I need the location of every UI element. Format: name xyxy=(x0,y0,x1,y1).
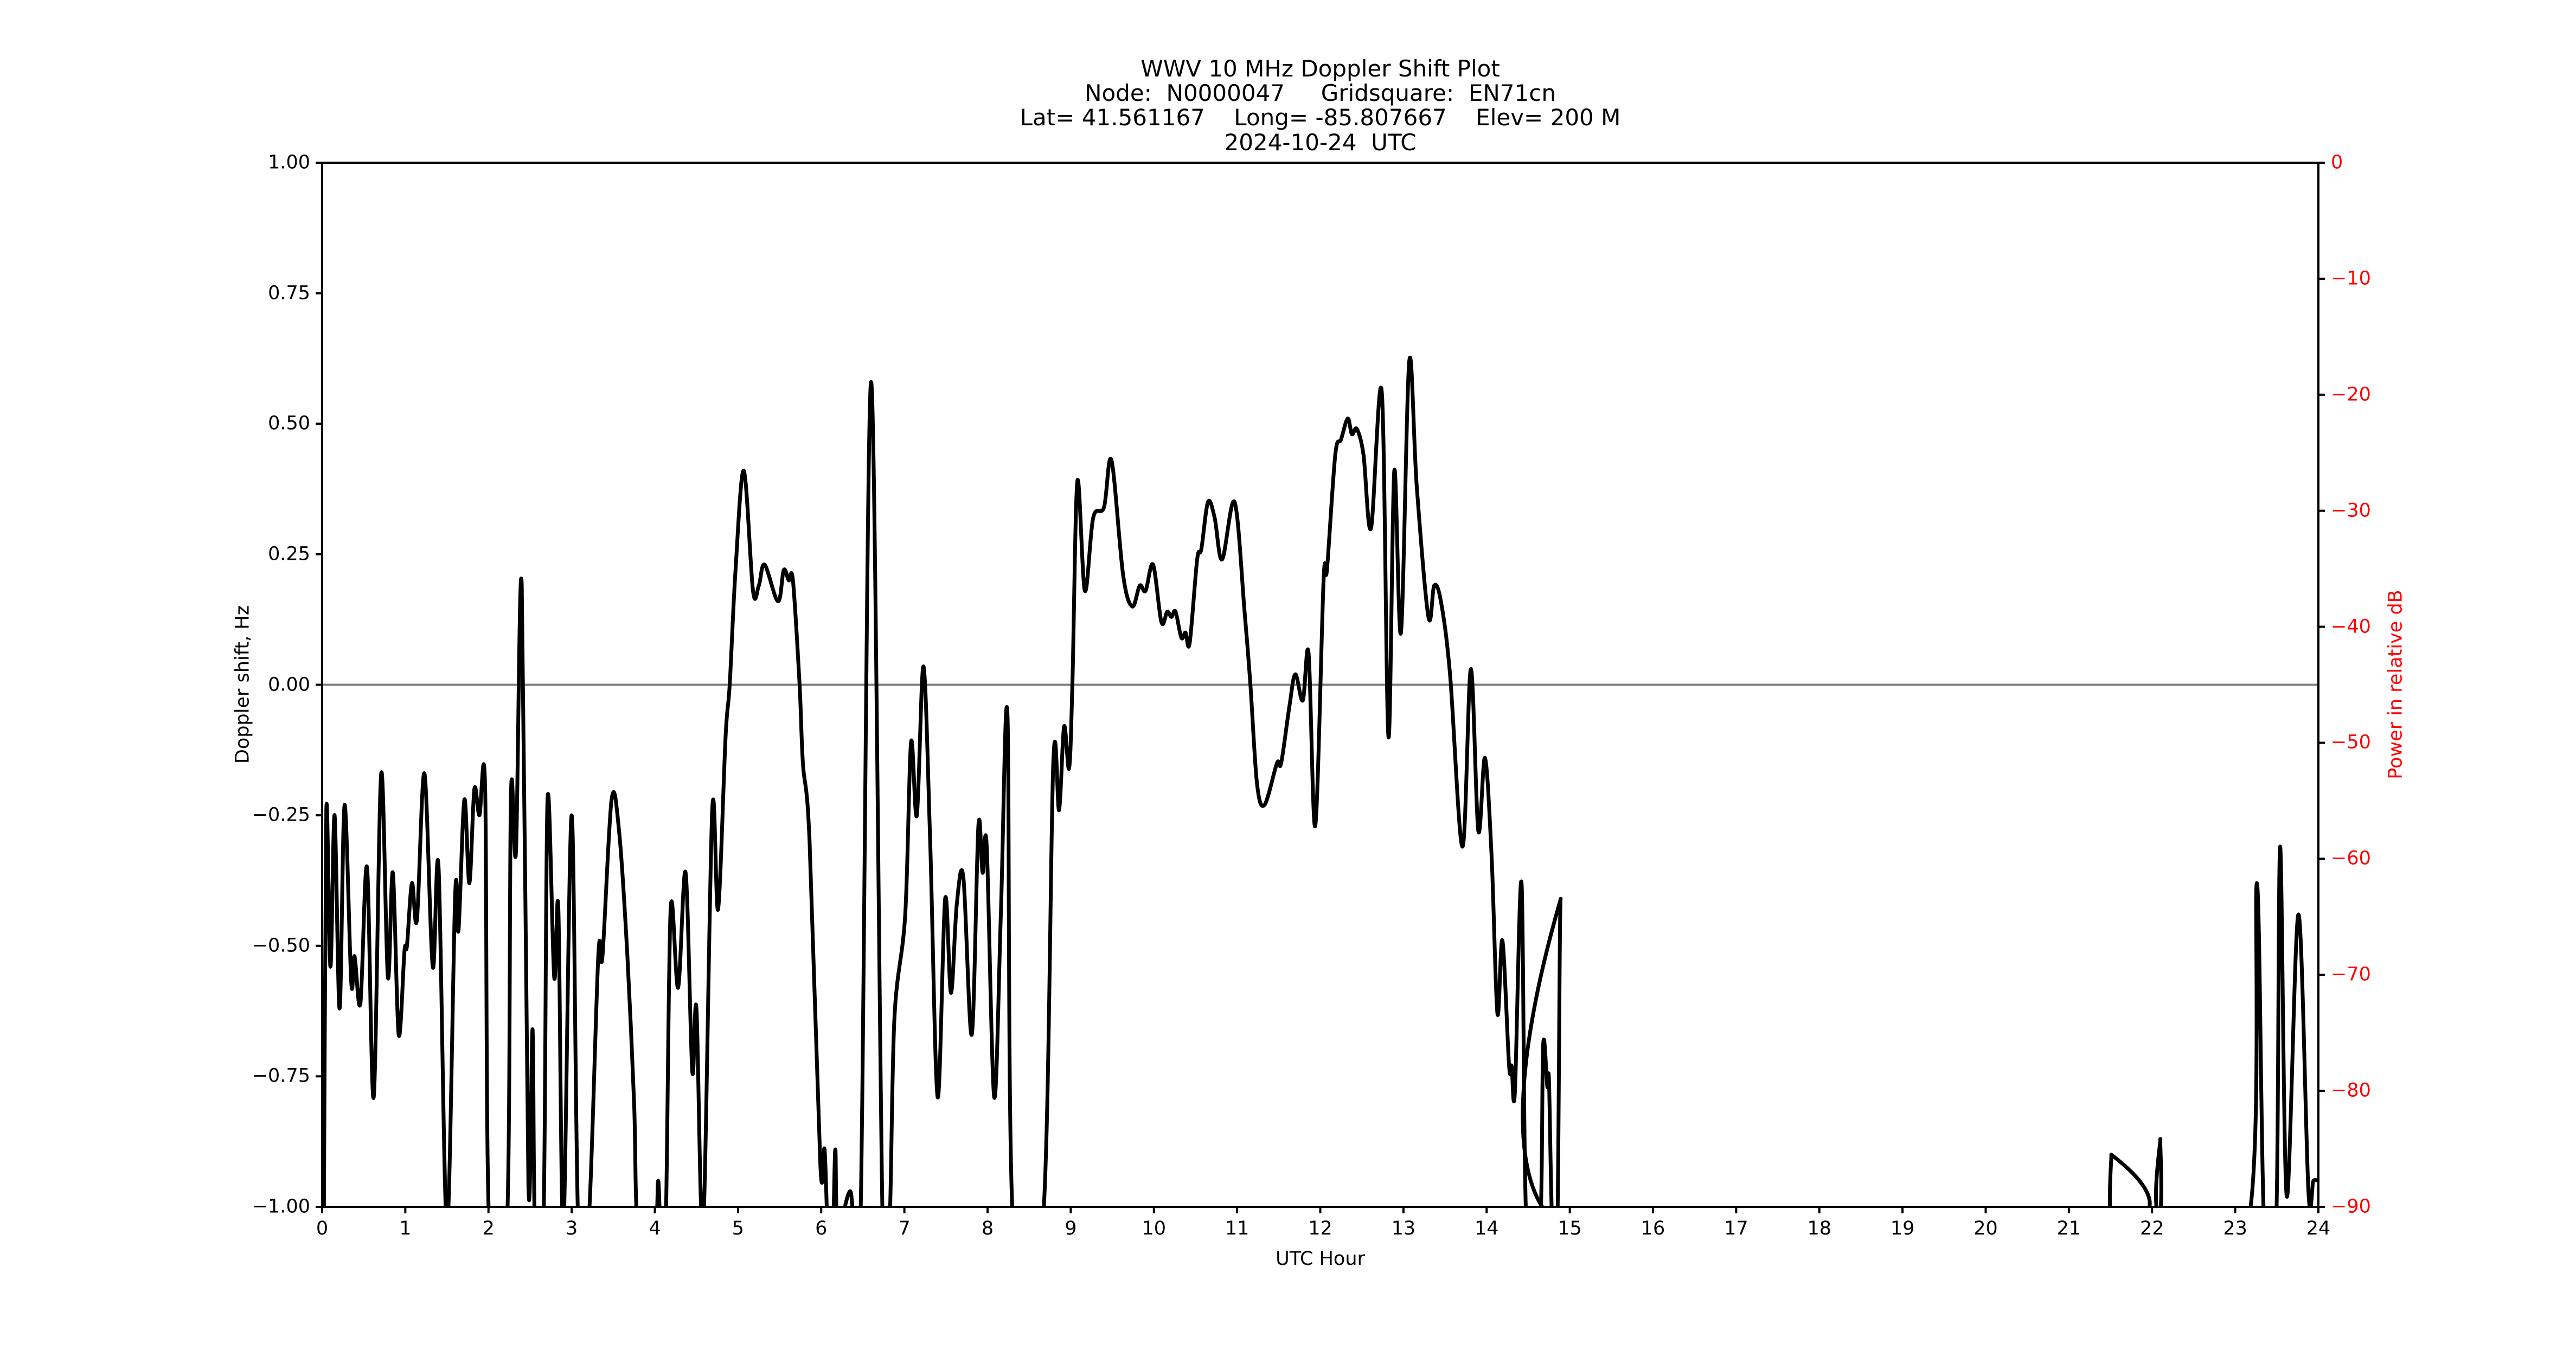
x-tick-label: 7 xyxy=(898,1218,911,1239)
right-y-tick-label: −80 xyxy=(2331,1079,2371,1102)
x-tick-label: 17 xyxy=(1724,1218,1748,1239)
chart-subtitle-date: 2024-10-24 UTC xyxy=(1224,129,1417,156)
x-tick-label: 2 xyxy=(482,1218,495,1239)
x-tick-label: 12 xyxy=(1308,1218,1332,1239)
right-y-tick-label: −60 xyxy=(2331,847,2371,869)
x-tick-label: 16 xyxy=(1641,1218,1665,1239)
plot-frame xyxy=(321,162,2319,1208)
x-tick-label: 5 xyxy=(732,1218,745,1239)
x-tick-label: 24 xyxy=(2306,1218,2331,1239)
right-y-tick-label: −30 xyxy=(2331,500,2371,522)
left-y-tick-label: −1.00 xyxy=(252,1195,310,1218)
right-y-tick-label: −40 xyxy=(2331,616,2371,638)
x-tick-label: 14 xyxy=(1474,1218,1499,1239)
left-y-tick-label: −0.25 xyxy=(252,804,310,826)
x-tick-label: 19 xyxy=(1890,1218,1915,1239)
x-tick-label: 22 xyxy=(2139,1218,2164,1239)
x-tick-label: 3 xyxy=(565,1218,578,1239)
right-y-tick-label: −90 xyxy=(2331,1195,2371,1218)
left-y-tick-label: 0.00 xyxy=(268,674,310,695)
right-y-tick-label: −50 xyxy=(2331,731,2371,753)
right-y-tick-label: −10 xyxy=(2331,267,2371,290)
x-tick-label: 4 xyxy=(649,1218,661,1239)
right-y-tick-label: −20 xyxy=(2331,383,2371,406)
x-tick-label: 20 xyxy=(1973,1218,1998,1239)
doppler-series-line xyxy=(322,355,2318,1207)
left-y-axis-label: Doppler shift, Hz xyxy=(232,605,254,764)
x-tick-label: 1 xyxy=(399,1218,412,1239)
right-y-axis-label: Power in relative dB xyxy=(2385,590,2407,779)
chart-title: WWV 10 MHz Doppler Shift Plot xyxy=(1140,55,1500,82)
x-tick-label: 0 xyxy=(316,1218,329,1239)
right-y-tick-label: 0 xyxy=(2331,151,2343,174)
x-tick-label: 9 xyxy=(1065,1218,1077,1239)
x-tick-label: 13 xyxy=(1391,1218,1416,1239)
x-axis-label: UTC Hour xyxy=(1276,1248,1365,1270)
x-tick-label: 10 xyxy=(1142,1218,1167,1239)
chart-subtitle-node: Node: N0000047 Gridsquare: EN71cn xyxy=(1085,80,1556,106)
x-tick-label: 18 xyxy=(1807,1218,1832,1239)
x-tick-label: 6 xyxy=(815,1218,828,1239)
left-y-tick-label: 1.00 xyxy=(268,151,310,174)
x-tick-label: 23 xyxy=(2223,1218,2247,1239)
left-y-tick-label: −0.75 xyxy=(252,1065,310,1087)
chart-subtitle-location: Lat= 41.561167 Long= -85.807667 Elev= 20… xyxy=(1020,104,1621,131)
left-y-tick-label: 0.75 xyxy=(268,282,310,304)
x-tick-label: 15 xyxy=(1558,1218,1582,1239)
right-y-tick-label: −70 xyxy=(2331,963,2371,986)
x-tick-label: 21 xyxy=(2056,1218,2081,1239)
x-tick-label: 8 xyxy=(981,1218,994,1239)
left-y-tick-label: −0.50 xyxy=(252,935,310,957)
left-y-tick-label: 0.50 xyxy=(268,412,310,434)
x-tick-label: 11 xyxy=(1225,1218,1249,1239)
left-y-tick-label: 0.25 xyxy=(268,543,310,565)
